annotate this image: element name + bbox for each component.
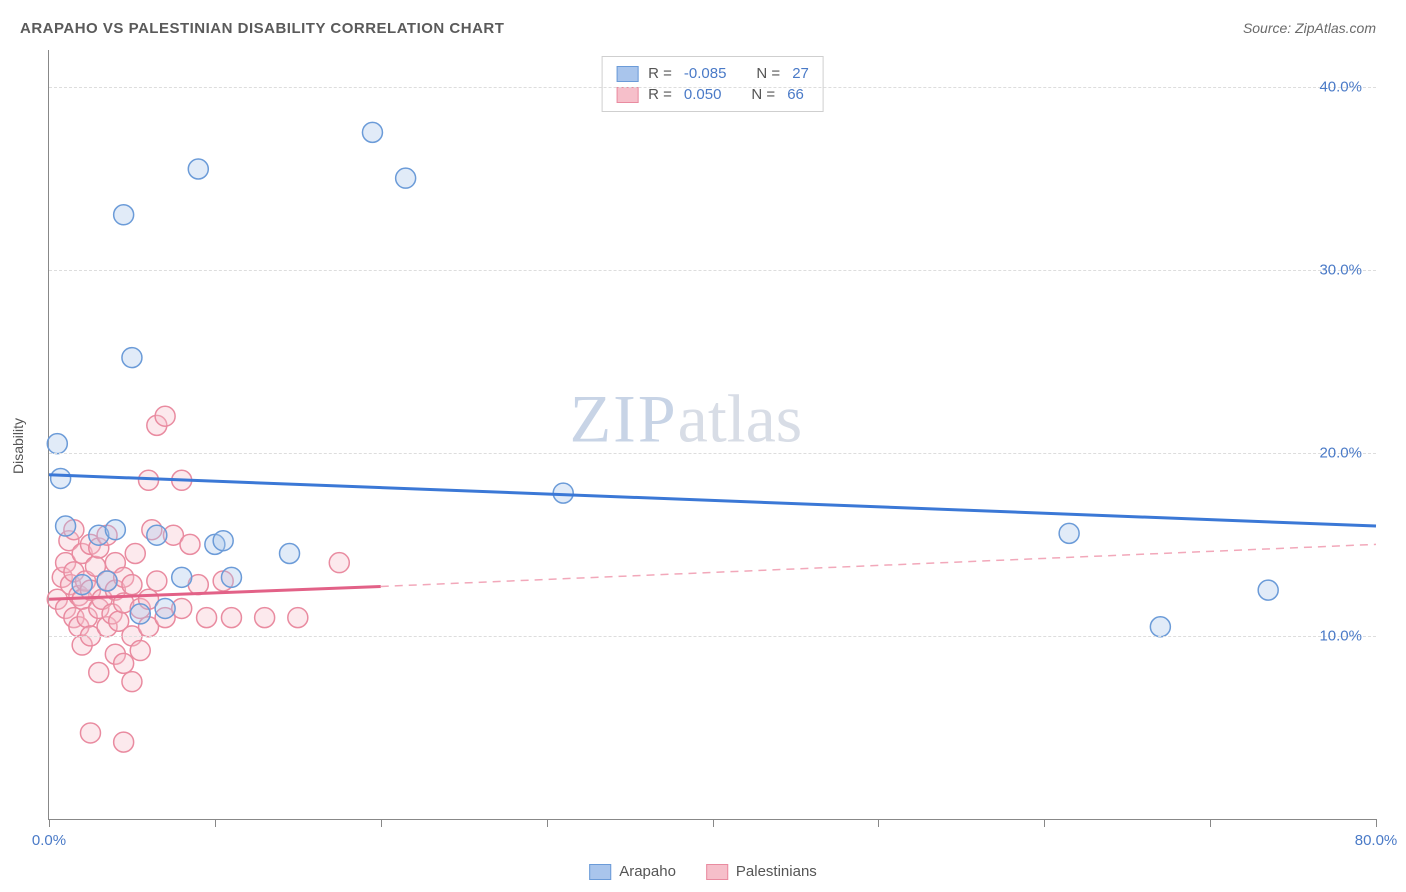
y-tick-label: 30.0% — [1319, 261, 1362, 278]
scatter-point — [288, 608, 308, 628]
x-tick — [878, 819, 879, 827]
r-value-arapaho: -0.085 — [684, 65, 727, 82]
x-tick — [713, 819, 714, 827]
scatter-point — [155, 598, 175, 618]
x-tick — [1044, 819, 1045, 827]
scatter-point — [255, 608, 275, 628]
x-tick — [1210, 819, 1211, 827]
scatter-point — [105, 520, 125, 540]
chart-title: ARAPAHO VS PALESTINIAN DISABILITY CORREL… — [20, 20, 504, 37]
scatter-point — [221, 567, 241, 587]
n-label: N = — [751, 86, 775, 103]
scatter-point — [125, 544, 145, 564]
scatter-point — [114, 205, 134, 225]
x-tick-label: 0.0% — [32, 832, 66, 849]
scatter-point — [155, 406, 175, 426]
gridline — [49, 636, 1376, 637]
x-tick — [1376, 819, 1377, 827]
legend-swatch-palestinians — [706, 864, 728, 880]
scatter-point — [97, 571, 117, 591]
trend-line — [49, 475, 1376, 526]
x-tick — [381, 819, 382, 827]
y-axis-label: Disability — [10, 418, 26, 474]
gridline — [49, 270, 1376, 271]
scatter-point — [56, 516, 76, 536]
stats-row-arapaho: R = -0.085 N = 27 — [616, 63, 809, 84]
scatter-point — [147, 525, 167, 545]
x-tick — [215, 819, 216, 827]
swatch-arapaho — [616, 66, 638, 82]
y-tick-label: 10.0% — [1319, 627, 1362, 644]
stats-legend: R = -0.085 N = 27 R = 0.050 N = 66 — [601, 56, 824, 112]
legend-swatch-arapaho — [589, 864, 611, 880]
trend-line — [381, 544, 1376, 586]
scatter-point — [47, 434, 67, 454]
scatter-point — [362, 122, 382, 142]
r-label: R = — [648, 65, 672, 82]
legend-item-arapaho: Arapaho — [589, 863, 676, 880]
scatter-point — [329, 553, 349, 573]
scatter-point — [130, 641, 150, 661]
scatter-point — [130, 604, 150, 624]
n-label: N = — [756, 65, 780, 82]
x-tick — [49, 819, 50, 827]
y-tick-label: 20.0% — [1319, 444, 1362, 461]
legend-label-arapaho: Arapaho — [619, 863, 676, 880]
swatch-palestinians — [616, 87, 638, 103]
scatter-point — [1059, 523, 1079, 543]
x-tick — [547, 819, 548, 827]
scatter-point — [51, 468, 71, 488]
scatter-point — [221, 608, 241, 628]
plot-svg — [49, 50, 1376, 819]
scatter-point — [89, 663, 109, 683]
scatter-point — [114, 653, 134, 673]
legend-item-palestinians: Palestinians — [706, 863, 817, 880]
scatter-point — [396, 168, 416, 188]
source-attribution: Source: ZipAtlas.com — [1243, 20, 1376, 36]
y-tick-label: 40.0% — [1319, 78, 1362, 95]
gridline — [49, 87, 1376, 88]
legend-label-palestinians: Palestinians — [736, 863, 817, 880]
scatter-point — [122, 575, 142, 595]
scatter-point — [114, 732, 134, 752]
x-tick-label: 80.0% — [1355, 832, 1398, 849]
gridline — [49, 453, 1376, 454]
bottom-legend: Arapaho Palestinians — [589, 863, 817, 880]
r-value-palestinians: 0.050 — [684, 86, 722, 103]
n-value-arapaho: 27 — [792, 65, 809, 82]
scatter-point — [147, 571, 167, 591]
scatter-point — [172, 567, 192, 587]
n-value-palestinians: 66 — [787, 86, 804, 103]
scatter-point — [197, 608, 217, 628]
r-label: R = — [648, 86, 672, 103]
scatter-point — [122, 672, 142, 692]
plot-area: ZIPatlas R = -0.085 N = 27 R = 0.050 N =… — [48, 50, 1376, 820]
scatter-point — [1150, 617, 1170, 637]
scatter-point — [1258, 580, 1278, 600]
scatter-point — [180, 534, 200, 554]
scatter-point — [280, 544, 300, 564]
scatter-point — [188, 159, 208, 179]
scatter-point — [80, 723, 100, 743]
scatter-point — [72, 575, 92, 595]
chart-container: ARAPAHO VS PALESTINIAN DISABILITY CORREL… — [0, 0, 1406, 892]
scatter-point — [122, 348, 142, 368]
scatter-point — [213, 531, 233, 551]
